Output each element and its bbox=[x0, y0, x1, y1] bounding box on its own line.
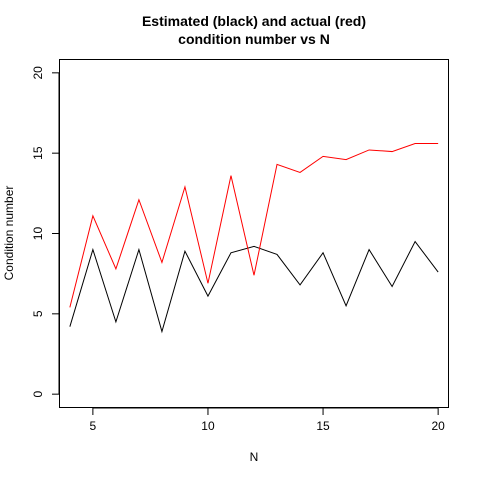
x-axis-label: N bbox=[250, 450, 259, 464]
x-tick-label: 10 bbox=[201, 419, 215, 433]
y-tick-label: 5 bbox=[31, 310, 45, 317]
series-layer bbox=[69, 143, 439, 334]
chart-title-line-2: condition number vs N bbox=[178, 31, 330, 47]
x-axis: 5 10 15 20 bbox=[90, 407, 445, 433]
x-tick-label: 20 bbox=[431, 419, 445, 433]
series-line-1 bbox=[69, 240, 439, 334]
y-tick-label: 10 bbox=[31, 227, 45, 241]
y-tick-label: 15 bbox=[31, 146, 45, 160]
series-line-2 bbox=[69, 143, 439, 308]
y-axis-label: Condition number bbox=[2, 186, 16, 281]
y-tick-label: 20 bbox=[31, 66, 45, 80]
y-tick-label: 0 bbox=[31, 391, 45, 398]
chart-title-line-1: Estimated (black) and actual (red) bbox=[142, 13, 366, 29]
x-tick-label: 5 bbox=[90, 419, 97, 433]
y-axis: 0 5 10 15 20 bbox=[31, 66, 60, 398]
x-tick-label: 15 bbox=[316, 419, 330, 433]
